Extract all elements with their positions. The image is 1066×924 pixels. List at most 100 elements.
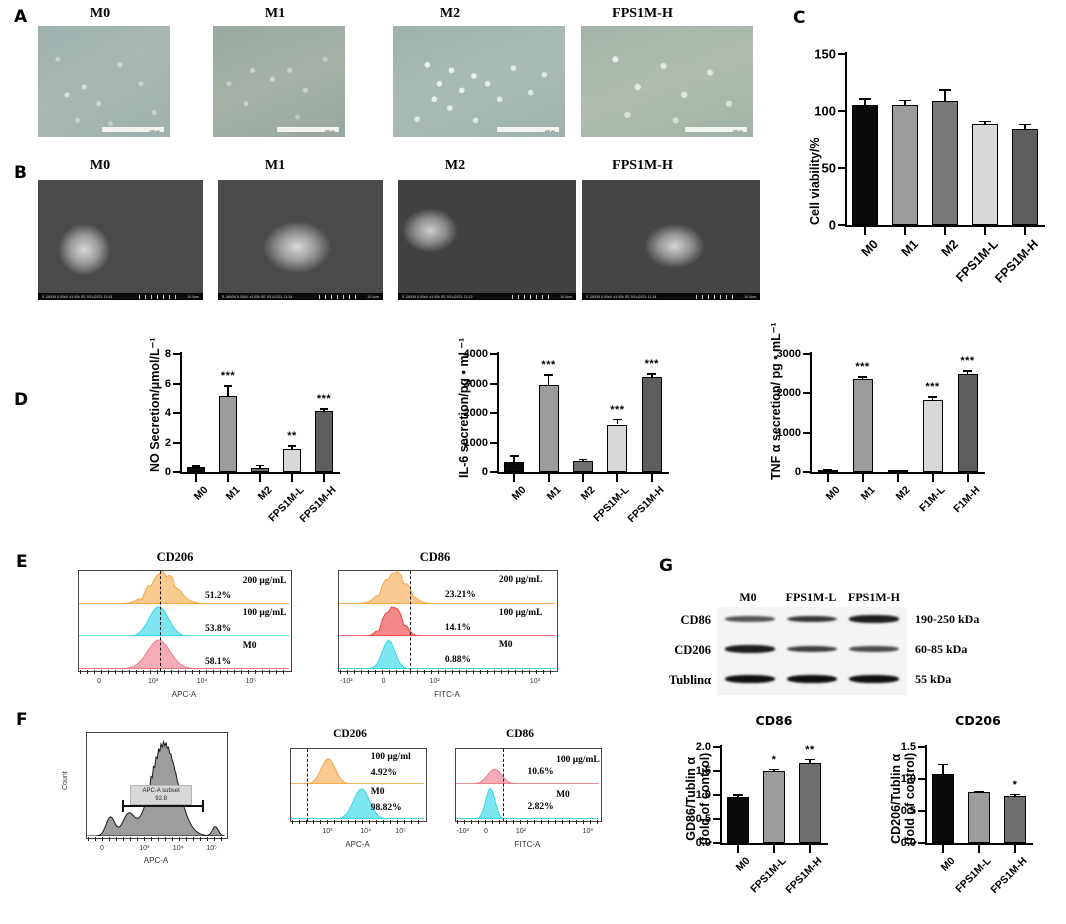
flow-axis-tick-label: 10³ bbox=[322, 828, 333, 835]
y-tick bbox=[713, 746, 720, 748]
sem-caption-right: 10.0um bbox=[367, 295, 379, 299]
flow-axis-tick-label: 10³ bbox=[147, 678, 159, 685]
blot-band bbox=[787, 645, 837, 653]
flow-axis-tick-label: 10⁵ bbox=[395, 828, 406, 835]
significance-marker: *** bbox=[925, 381, 940, 394]
flow-percent-label: 2.82% bbox=[527, 801, 554, 812]
flow-plot-cd86-panel-e[interactable]: 23.21% 200 μg/mL 14.1% 100 μg/mL 0.88% M0 bbox=[338, 570, 558, 672]
blot-molecular-weight: 55 kDa bbox=[915, 672, 952, 686]
flow-percent-label: 4.92% bbox=[370, 768, 397, 779]
y-tick bbox=[838, 224, 845, 226]
error-bar bbox=[227, 384, 229, 397]
y-tick-label: 100 bbox=[814, 103, 836, 119]
flow-dose-label: M0 bbox=[556, 789, 570, 800]
y-tick-label: 1000 bbox=[463, 436, 488, 449]
flow-percent-label: 58.1% bbox=[205, 656, 232, 667]
y-tick bbox=[490, 353, 497, 355]
flow-histogram-row bbox=[291, 784, 424, 819]
blot-band bbox=[849, 615, 899, 623]
sem-caption-left: S-3400N 5.00kV x3.00k SE 9/14/2021 10:22 bbox=[402, 295, 473, 299]
x-tick bbox=[773, 845, 775, 853]
error-bar-cap bbox=[647, 373, 657, 376]
flow-plot-cd206-panel-e[interactable]: 51.2% 200 μg/mL 53.8% 100 μg/mL 58.1% M0 bbox=[78, 570, 292, 672]
x-tick bbox=[547, 474, 550, 482]
bar bbox=[283, 449, 301, 472]
bar bbox=[219, 396, 237, 472]
x-tick bbox=[259, 474, 261, 482]
gate-label-box: APC-A subset 92.8 bbox=[129, 784, 193, 805]
flow-axis-tick-label: -10² bbox=[340, 678, 353, 685]
blot-band bbox=[849, 675, 899, 683]
gate-axis-tick-label: 10³ bbox=[139, 845, 150, 852]
y-tick bbox=[838, 110, 845, 112]
x-axis bbox=[925, 843, 1033, 845]
flow-dose-label: M0 bbox=[498, 640, 513, 651]
flow-dose-label: 100 μg/mL bbox=[556, 754, 600, 765]
blot-band bbox=[849, 645, 899, 653]
y-axis bbox=[720, 745, 722, 845]
flow-plot-cd86-panel-f[interactable]: 10.6% 100 μg/mL 2.82% M0 bbox=[455, 748, 602, 822]
chart-cd206-quant-ylabel: CD206/Tublin α (fold of control) bbox=[889, 753, 918, 845]
bar bbox=[251, 468, 269, 472]
error-bar-cap bbox=[544, 374, 553, 376]
error-bar bbox=[547, 374, 550, 385]
y-tick bbox=[803, 353, 810, 355]
sem-caption-left: S-3400N 5.00kV x3.00k SE 9/14/2021 11:24 bbox=[586, 295, 657, 299]
flow-gate-line bbox=[159, 571, 161, 671]
error-bar bbox=[616, 418, 619, 425]
flow-plot-cd206-panel-f[interactable]: 4.92% 100 μg/ml 98.82% M0 bbox=[290, 748, 427, 822]
y-axis bbox=[180, 352, 182, 474]
micrograph-m2: 100 μm bbox=[393, 26, 565, 137]
chart-no-secretion-ylabel: NO Secretion/μmol/L⁻¹ bbox=[148, 337, 162, 472]
error-bar-cap bbox=[578, 458, 588, 461]
bar bbox=[607, 424, 628, 472]
significance-marker: * bbox=[1012, 778, 1018, 791]
x-tick bbox=[1024, 227, 1026, 235]
y-tick-label: 3000 bbox=[776, 348, 801, 360]
y-tick bbox=[918, 810, 925, 812]
flow-f-title-cd206: CD206 bbox=[333, 728, 367, 740]
scale-bar-label: 100 μm bbox=[324, 129, 335, 133]
chart-cd206-quant: 0.0 0.5 1.0 1.5 M0 FPS1M-L * FPS1M-H bbox=[901, 741, 1033, 896]
blot-band bbox=[725, 645, 775, 653]
error-bar-cap bbox=[256, 464, 264, 467]
x-tick bbox=[227, 474, 229, 482]
blot-band bbox=[787, 615, 837, 623]
error-bar bbox=[931, 396, 934, 400]
y-tick bbox=[173, 353, 180, 355]
sem-scale-ticks bbox=[696, 295, 738, 299]
flow-gate-ylabel: Count bbox=[62, 771, 69, 790]
significance-marker: *** bbox=[644, 358, 659, 371]
error-bar-cap bbox=[320, 408, 328, 410]
flow-percent-label: 10.6% bbox=[527, 766, 554, 777]
bar bbox=[852, 104, 878, 225]
micrograph-m0: 100 μm bbox=[38, 26, 170, 137]
gate-marker[interactable] bbox=[121, 800, 204, 813]
flow-dose-label: 100 μg/mL bbox=[242, 608, 287, 619]
x-tick bbox=[323, 474, 325, 482]
error-bar-cap bbox=[939, 89, 951, 91]
gate-axis-tick-label: 10⁵ bbox=[206, 845, 218, 852]
flow-axis-tick-label: 10⁵ bbox=[245, 678, 257, 685]
flow-histogram-row bbox=[339, 636, 555, 669]
x-axis bbox=[180, 472, 340, 474]
error-bar bbox=[904, 99, 906, 105]
flow-percent-label: 0.88% bbox=[444, 655, 471, 666]
error-bar bbox=[809, 758, 811, 764]
flow-axis-tick-label: 10² bbox=[515, 828, 527, 835]
sem-image-m1: S-3400N 5.00kV x3.00k SE 9/14/2021 11:34… bbox=[218, 180, 383, 300]
bar bbox=[922, 400, 943, 472]
bar bbox=[852, 378, 873, 472]
bar bbox=[573, 461, 593, 472]
x-tick bbox=[942, 845, 944, 853]
sem-caption-left: S-3400N 5.00kV x3.00k SE 9/14/2021 10:41 bbox=[42, 295, 113, 299]
bar bbox=[892, 104, 918, 225]
scale-bar-label: 100 μm bbox=[732, 129, 743, 133]
flow-axis-ticks bbox=[80, 670, 288, 674]
chart-cell-viability-ylabel: Cell viability/% bbox=[808, 137, 822, 225]
blot-molecular-weight: 190-250 kDa bbox=[915, 612, 980, 626]
significance-marker: *** bbox=[960, 355, 975, 368]
panel-letter-c: C bbox=[793, 8, 806, 28]
panel-b-title-1: M1 bbox=[264, 158, 286, 173]
